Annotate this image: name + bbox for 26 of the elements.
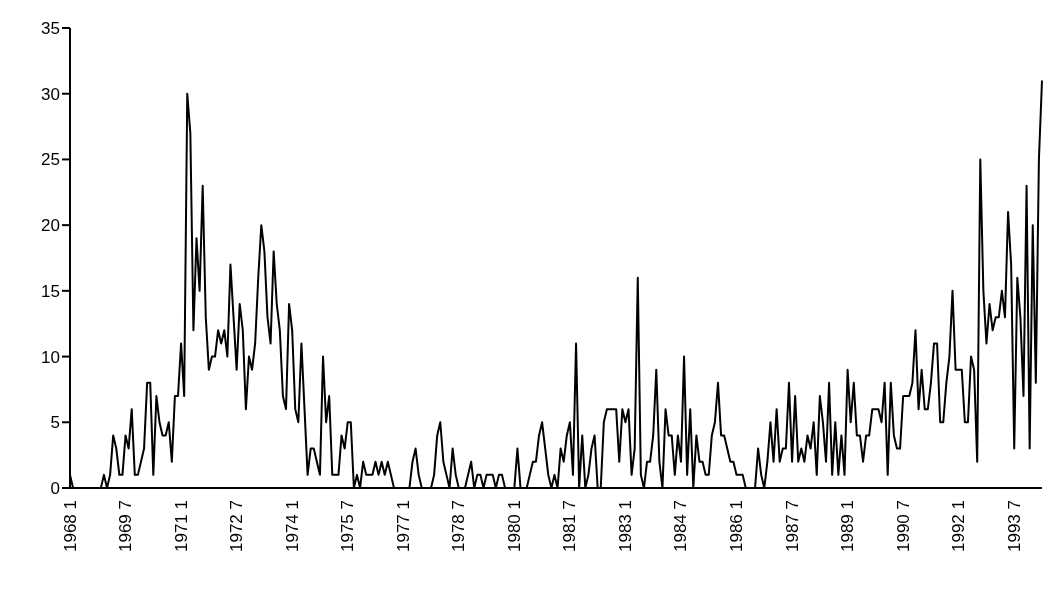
- x-tick-label: 1992 1: [949, 500, 969, 552]
- y-tick-label: 15: [41, 281, 60, 301]
- x-tick-label: 1983 1: [615, 500, 635, 552]
- x-tick-label: 1989 1: [838, 500, 858, 552]
- x-tick-label: 1978 7: [449, 500, 469, 552]
- x-tick-label: 1969 7: [116, 500, 136, 552]
- x-tick-label: 1968 1: [60, 500, 80, 552]
- x-tick-label: 1993 7: [1004, 500, 1024, 552]
- x-tick-label: 1980 1: [504, 500, 524, 552]
- x-tick-label: 1987 7: [782, 500, 802, 552]
- y-tick-label: 20: [41, 216, 60, 236]
- y-tick-label: 10: [41, 347, 60, 367]
- x-tick-label: 1981 7: [560, 500, 580, 552]
- x-tick-label: 1986 1: [727, 500, 747, 552]
- y-tick-label: 25: [41, 150, 60, 170]
- x-tick-label: 1990 7: [893, 500, 913, 552]
- x-tick-label: 1975 7: [338, 500, 358, 552]
- y-tick-label: 30: [41, 84, 60, 104]
- x-tick-label: 1972 7: [227, 500, 247, 552]
- x-tick-label: 1974 1: [282, 500, 302, 552]
- x-tick-label: 1984 7: [671, 500, 691, 552]
- y-tick-label: 0: [50, 479, 60, 499]
- y-tick-label: 35: [41, 19, 60, 39]
- y-tick-label: 5: [50, 413, 60, 433]
- x-tick-label: 1971 1: [171, 500, 191, 552]
- x-tick-label: 1977 1: [393, 500, 413, 552]
